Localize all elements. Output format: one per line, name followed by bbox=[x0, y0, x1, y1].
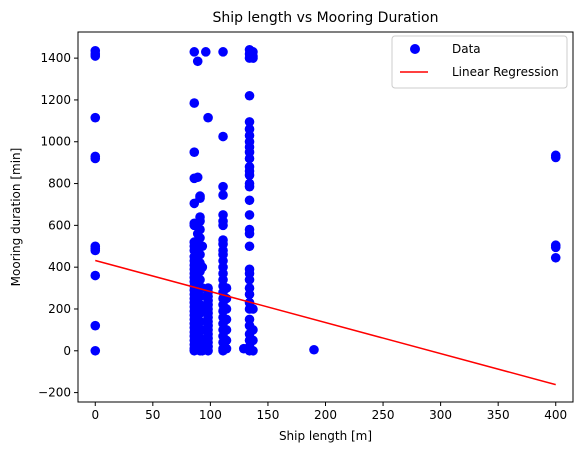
y-axis: −200 0 200 400 600 800 1000 1200 1400 bbox=[38, 51, 78, 400]
x-tick-label: 200 bbox=[314, 408, 337, 422]
data-point bbox=[550, 252, 561, 263]
data-point bbox=[90, 112, 101, 123]
y-axis-label: Mooring duration [min] bbox=[9, 148, 23, 287]
data-point bbox=[189, 147, 200, 157]
data-point bbox=[203, 345, 213, 356]
data-point bbox=[90, 51, 101, 61]
data-point bbox=[244, 289, 255, 300]
data-point bbox=[218, 47, 228, 57]
data-point bbox=[195, 224, 205, 235]
data-point bbox=[195, 274, 205, 285]
data-point bbox=[248, 325, 258, 335]
data-point bbox=[221, 283, 232, 293]
data-point bbox=[192, 56, 203, 67]
data-point bbox=[90, 320, 101, 331]
data-point bbox=[221, 325, 232, 335]
y-tick-label: 1200 bbox=[40, 93, 71, 107]
data-point bbox=[195, 216, 205, 226]
data-point bbox=[218, 190, 228, 200]
data-point bbox=[244, 170, 255, 180]
x-tick-label: 400 bbox=[544, 408, 567, 422]
y-tick-label: 200 bbox=[48, 302, 71, 316]
data-point bbox=[90, 245, 101, 256]
x-tick-label: 250 bbox=[372, 408, 395, 422]
data-point bbox=[221, 343, 232, 354]
data-point bbox=[195, 291, 205, 302]
y-tick-label: 1400 bbox=[40, 51, 71, 65]
legend-label-data: Data bbox=[452, 42, 481, 56]
data-point bbox=[244, 228, 255, 239]
data-point bbox=[221, 314, 232, 325]
data-point bbox=[248, 345, 258, 356]
regression-layer bbox=[95, 259, 556, 386]
x-tick-label: 350 bbox=[487, 408, 510, 422]
data-point bbox=[197, 241, 208, 252]
data-point bbox=[248, 53, 258, 63]
data-point bbox=[244, 274, 255, 285]
x-tick-label: 100 bbox=[199, 408, 222, 422]
data-point bbox=[309, 344, 319, 355]
data-point bbox=[192, 172, 203, 183]
data-point bbox=[195, 233, 205, 243]
legend: Data Linear Regression bbox=[391, 35, 568, 89]
data-point bbox=[200, 47, 211, 57]
y-tick-label: 800 bbox=[48, 177, 71, 191]
x-tick-label: 0 bbox=[91, 408, 99, 422]
data-point bbox=[195, 316, 205, 327]
data-point bbox=[195, 249, 205, 260]
data-point bbox=[218, 131, 228, 142]
data-point bbox=[203, 112, 213, 123]
data-point bbox=[248, 304, 258, 314]
y-tick-label: 400 bbox=[48, 260, 71, 274]
data-point bbox=[90, 270, 101, 281]
data-point bbox=[90, 153, 101, 164]
legend-marker-data bbox=[410, 44, 420, 54]
data-point bbox=[195, 193, 205, 203]
data-point bbox=[189, 47, 200, 57]
x-axis: 0 50 100 150 200 250 300 350 400 bbox=[91, 402, 567, 422]
data-point bbox=[218, 181, 228, 192]
data-point bbox=[244, 117, 255, 127]
y-tick-label: 0 bbox=[63, 344, 71, 358]
data-point bbox=[221, 304, 232, 314]
data-point bbox=[197, 262, 208, 272]
data-point bbox=[550, 242, 561, 253]
y-tick-label: 1000 bbox=[40, 135, 71, 149]
data-point bbox=[90, 345, 101, 356]
regression-line bbox=[95, 259, 556, 386]
data-point bbox=[221, 335, 232, 346]
data-point bbox=[244, 195, 255, 206]
data-point bbox=[550, 152, 561, 163]
data-point bbox=[244, 153, 255, 164]
legend-box bbox=[391, 35, 568, 89]
y-tick-label: −200 bbox=[38, 386, 71, 400]
chart-title: Ship length vs Mooring Duration bbox=[213, 10, 439, 26]
data-point bbox=[244, 210, 255, 220]
plot-area bbox=[90, 44, 561, 386]
data-point bbox=[248, 335, 258, 346]
x-tick-label: 50 bbox=[145, 408, 160, 422]
legend-label-regression: Linear Regression bbox=[452, 65, 559, 79]
data-point bbox=[218, 220, 228, 231]
x-tick-label: 300 bbox=[429, 408, 452, 422]
data-point bbox=[244, 181, 255, 192]
data-point bbox=[244, 90, 255, 101]
data-point bbox=[189, 98, 200, 108]
x-tick-label: 150 bbox=[256, 408, 279, 422]
data-point bbox=[244, 241, 255, 252]
y-tick-label: 600 bbox=[48, 218, 71, 232]
data-points bbox=[90, 44, 561, 356]
x-axis-label: Ship length [m] bbox=[279, 429, 372, 443]
